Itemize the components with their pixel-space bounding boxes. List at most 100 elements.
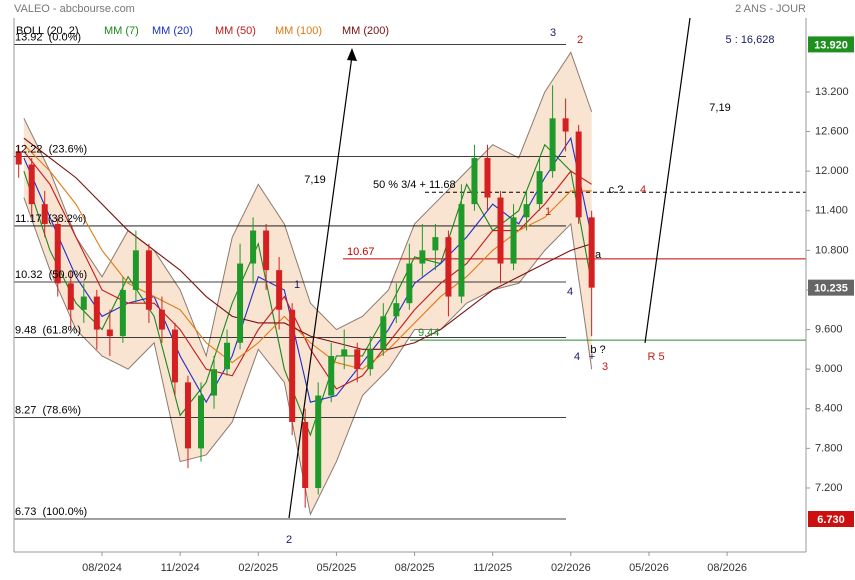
candle-body [106, 329, 113, 337]
candle-body [406, 263, 413, 304]
candle-body [15, 151, 22, 165]
legend-entry: MM (50) [215, 25, 256, 37]
candle-body [588, 217, 595, 288]
candle-body [471, 157, 478, 205]
candle-body [197, 395, 204, 449]
y-tick-label: 7.200 [815, 482, 843, 494]
annotation: b ? [590, 344, 605, 356]
chart-title: VALEO - abcbourse.com [14, 3, 135, 15]
legend-entry: MM (7) [104, 25, 139, 37]
y-tick-label: 12.000 [815, 165, 849, 177]
level-label: 10.67 [347, 246, 375, 258]
candle-body [302, 421, 309, 488]
fib-label: 6.73 (100.0%) [15, 506, 87, 518]
candle-body [119, 289, 126, 337]
candle-body [510, 217, 517, 264]
arrow-line [288, 55, 353, 519]
annotation: 4 [567, 286, 573, 298]
candle-body [562, 118, 569, 132]
fib-label: 13.92 (0.0%) [15, 31, 81, 43]
annotation: 5 : 16,628 [726, 34, 775, 46]
candle-body [367, 349, 374, 370]
candle-body [497, 197, 504, 264]
x-tick-label: 08/2026 [707, 562, 747, 574]
y-tick-label: 9.000 [815, 363, 843, 375]
candle-body [354, 349, 361, 370]
candle-body [28, 164, 35, 205]
legend-entry: BOLL (20, 2) [16, 25, 79, 37]
y-tick-label: 9.600 [815, 323, 843, 335]
level-label: 50 % 3/4 + 11.68 [373, 179, 456, 191]
candle-body [289, 309, 296, 422]
candle-body [145, 250, 152, 310]
level-label: 9.44 [418, 327, 439, 339]
candle-body [445, 237, 452, 297]
annotation: + [589, 351, 595, 363]
annotation: a [595, 249, 602, 261]
fib-label: 8.27 (78.6%) [15, 404, 81, 416]
legend-entry: MM (20) [152, 25, 193, 37]
annotation: 1 [545, 206, 551, 218]
annotation: 4 [574, 351, 580, 363]
y-tick-label: 11.400 [815, 205, 848, 217]
annotation: 3 [602, 361, 608, 373]
candle-body [41, 204, 48, 224]
legend-entry: MM (100) [275, 25, 322, 37]
x-tick-label: 08/2024 [82, 562, 122, 574]
candle-body [263, 230, 270, 271]
candle-body [393, 303, 400, 317]
projection-line [644, 17, 691, 344]
y-tick-label: 7.800 [815, 442, 843, 454]
candle-body [432, 237, 439, 251]
annotation: 1 [294, 279, 300, 291]
candle-body [224, 342, 231, 370]
candle-body [211, 369, 218, 396]
annotation: 7,19 [709, 102, 730, 114]
candle-body [80, 296, 87, 310]
annotation: 2 [286, 534, 292, 546]
price-tag-label: 6.730 [817, 514, 845, 526]
annotation: 4 [640, 184, 646, 196]
candle-body [276, 270, 283, 310]
candle-body [523, 204, 530, 218]
annotation: 2 [577, 34, 583, 46]
legend-entry: MM (200) [342, 25, 389, 37]
fib-label: 11.17 (38.2%) [15, 213, 86, 225]
candle-body [380, 316, 387, 350]
plot-area [14, 44, 806, 520]
fib-label: 12.22 (23.6%) [15, 144, 87, 156]
candle-body [458, 204, 465, 297]
candle-body [419, 250, 426, 264]
candle-body [67, 283, 74, 310]
y-tick-label: 8.400 [815, 403, 843, 415]
bollinger-lower [23, 197, 593, 516]
candle-body [184, 382, 191, 449]
x-tick-label: 05/2026 [629, 562, 669, 574]
arrow-head [347, 48, 357, 61]
candle-body [158, 309, 165, 330]
x-tick-label: 11/2025 [473, 562, 512, 574]
price-tag [808, 36, 854, 53]
y-tick-label: 10.800 [815, 244, 849, 256]
price-tag-label: 10.235 [814, 283, 848, 295]
annotation: 7,19 [304, 174, 325, 186]
x-tick-label: 02/2025 [238, 562, 278, 574]
candle-body [93, 296, 100, 330]
candle-body [237, 263, 244, 343]
candle-body [54, 223, 61, 284]
candle-body [484, 157, 491, 198]
bollinger-upper [23, 51, 593, 358]
candle-body [132, 250, 139, 290]
y-tick-label: 12.600 [815, 125, 849, 137]
price-tag [808, 510, 854, 527]
candle-body [315, 395, 322, 488]
annotation: R 5 [647, 351, 664, 363]
candle-body [341, 349, 348, 356]
y-tick-label: 13.200 [815, 86, 849, 98]
x-tick-label: 05/2025 [317, 562, 357, 574]
x-tick-label: 11/2024 [161, 562, 200, 574]
candle-body [328, 355, 335, 396]
candle-body [171, 329, 178, 383]
candle-body [250, 230, 257, 264]
